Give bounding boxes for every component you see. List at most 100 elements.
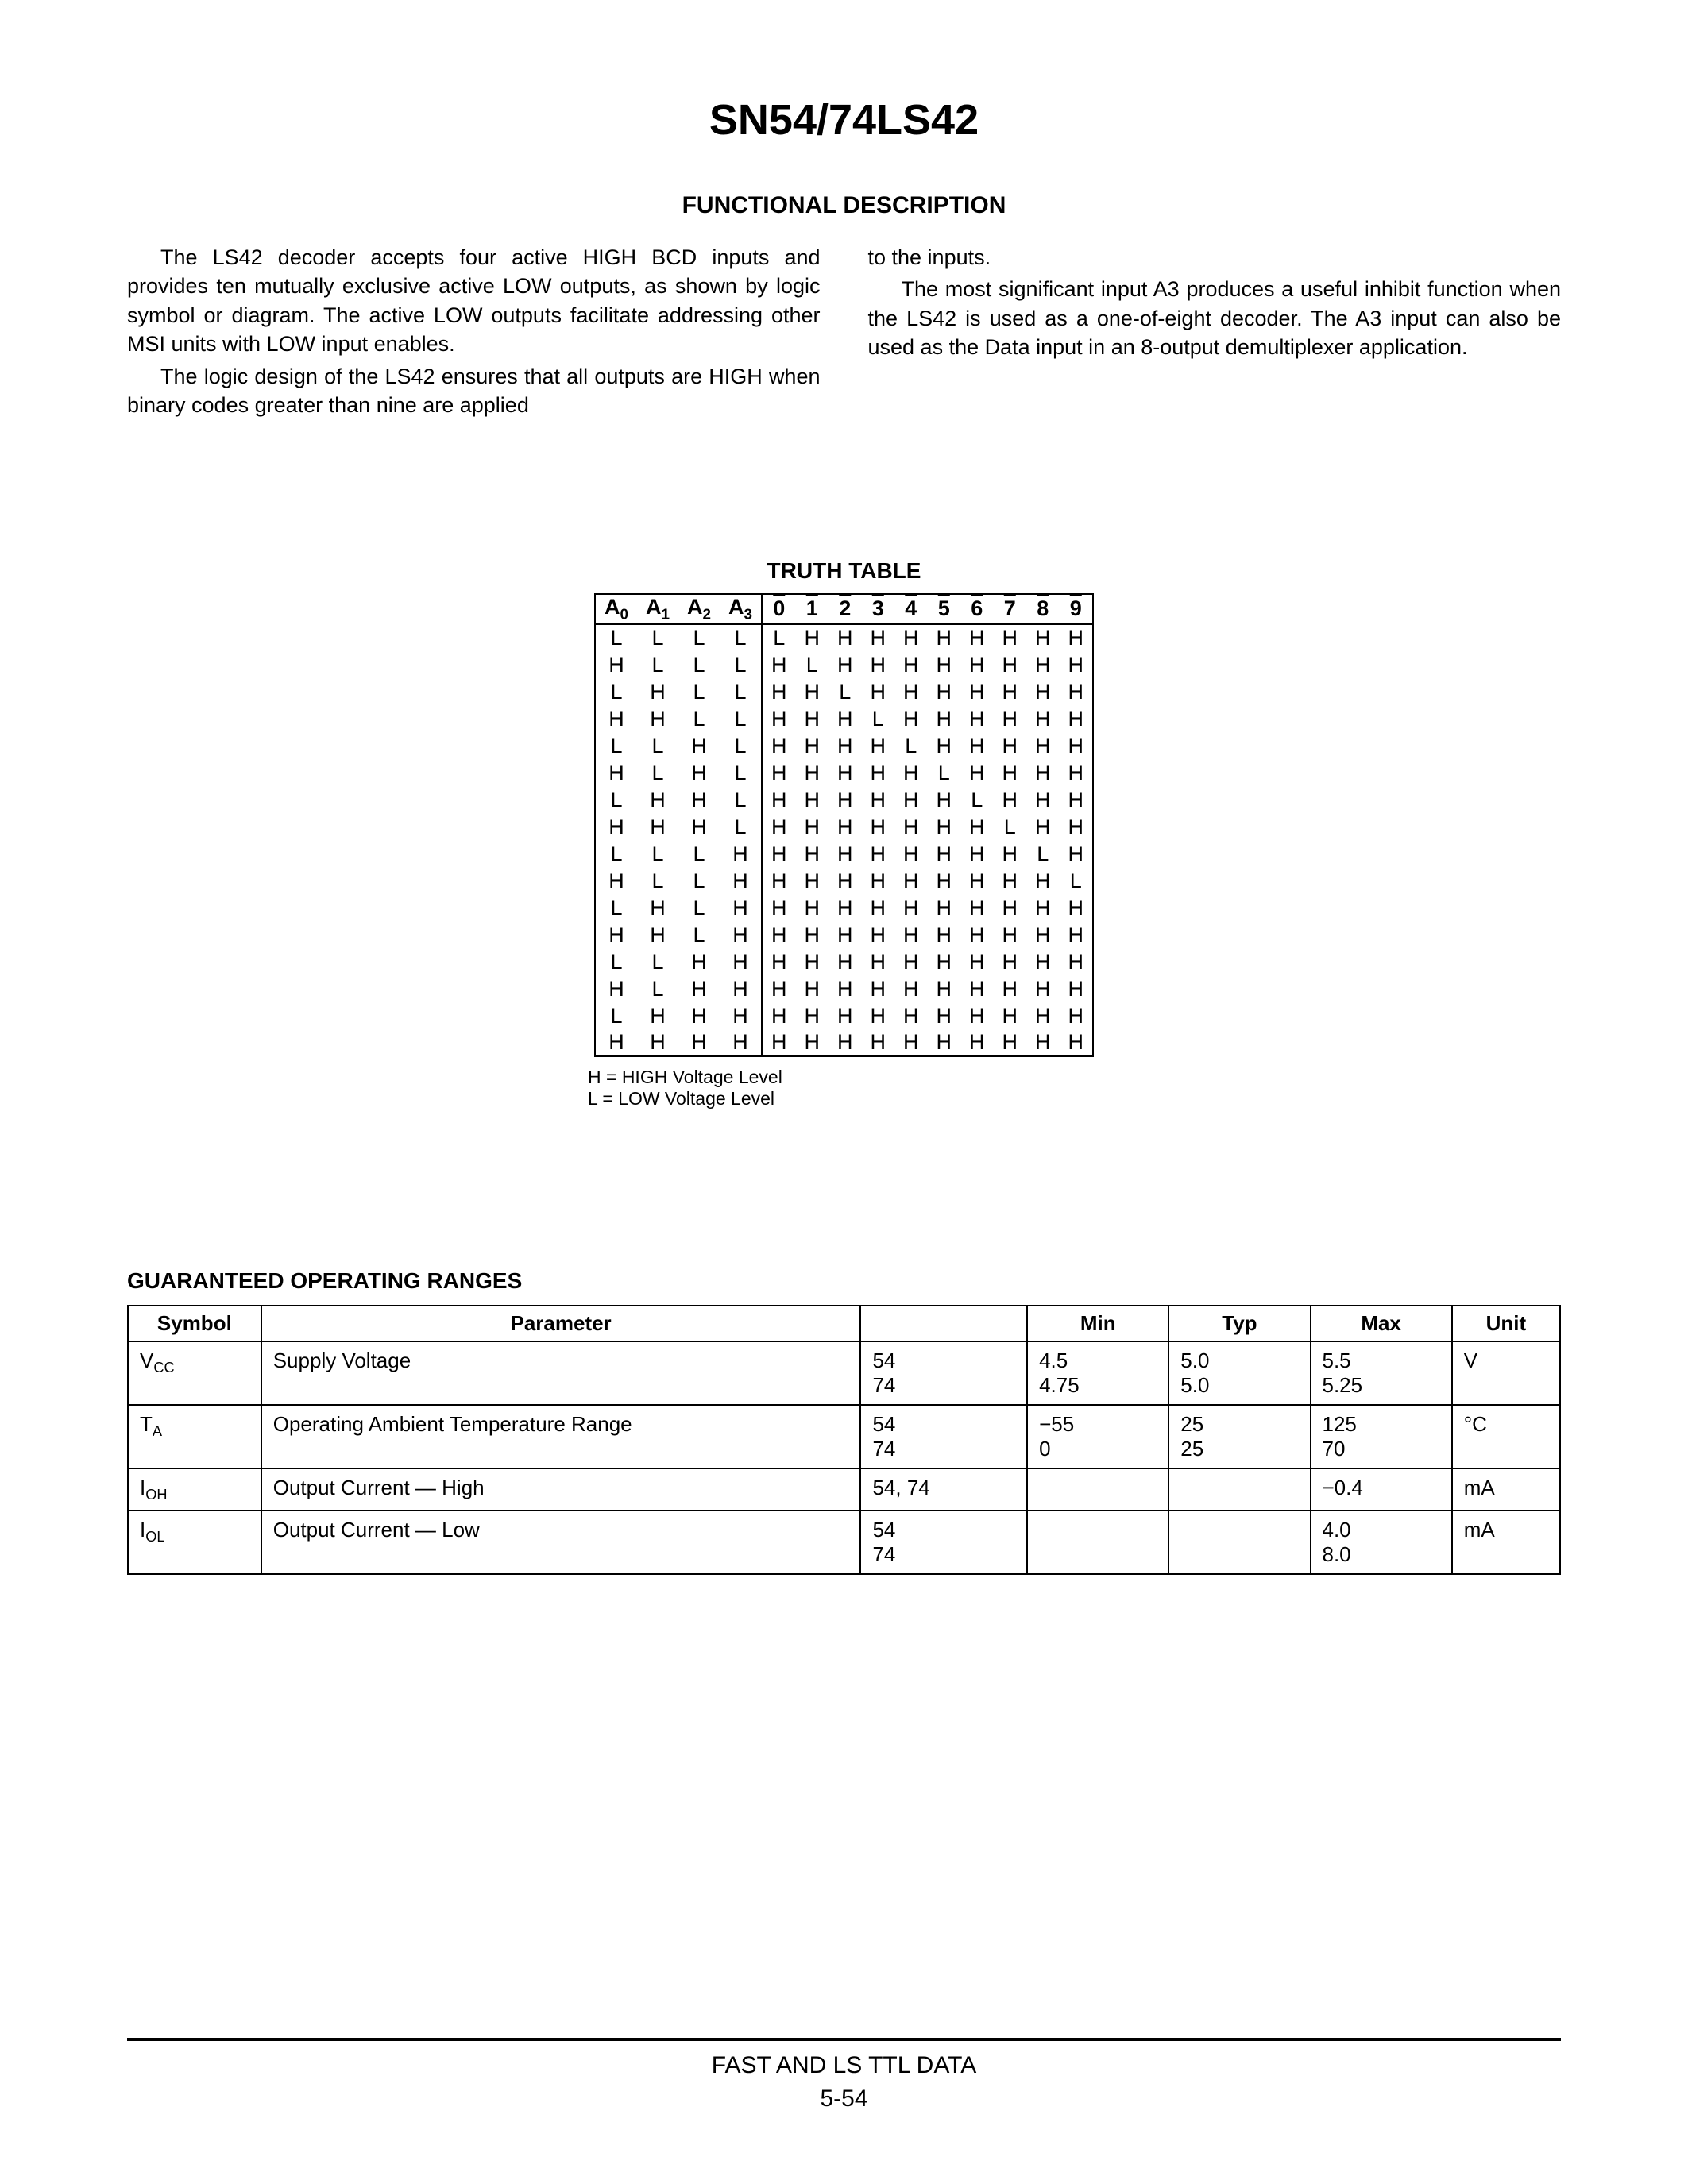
truth-cell: H [829, 651, 862, 678]
truth-cell: L [637, 732, 678, 759]
truth-cell: H [928, 1029, 961, 1056]
truth-cell: H [1060, 813, 1094, 840]
truth-cell: H [862, 921, 895, 948]
legend-line: H = HIGH Voltage Level [588, 1067, 1561, 1088]
truth-cell: L [862, 705, 895, 732]
truth-cell: L [720, 732, 762, 759]
truth-cell: H [1060, 732, 1094, 759]
truth-cell: H [928, 705, 961, 732]
truth-cell: H [994, 678, 1027, 705]
truth-cell: L [678, 894, 720, 921]
truth-cell: H [720, 840, 762, 867]
footer-line-1: FAST AND LS TTL DATA [0, 2052, 1688, 2079]
ranges-max: 12570 [1311, 1405, 1452, 1468]
truth-cell: H [928, 786, 961, 813]
truth-cell: H [894, 1002, 928, 1029]
truth-cell: L [678, 921, 720, 948]
truth-row: HHHHHHHHHHHHHH [595, 1029, 1093, 1056]
truth-cell: H [928, 975, 961, 1002]
description-paragraph: to the inputs. [868, 243, 1562, 272]
truth-cell: H [637, 813, 678, 840]
ranges-parameter: Output Current — High [261, 1468, 861, 1511]
truth-cell: H [994, 705, 1027, 732]
truth-cell: L [829, 678, 862, 705]
ranges-parameter: Operating Ambient Temperature Range [261, 1405, 861, 1468]
ranges-min [1027, 1468, 1168, 1511]
truth-cell: H [829, 624, 862, 651]
ranges-header: Symbol [128, 1306, 261, 1341]
truth-cell: H [1060, 894, 1094, 921]
ranges-symbol: IOL [128, 1511, 261, 1574]
truth-cell: H [762, 1002, 796, 1029]
truth-cell: H [762, 894, 796, 921]
truth-cell: H [720, 867, 762, 894]
truth-cell: H [994, 1002, 1027, 1029]
legend-line: L = LOW Voltage Level [588, 1088, 1561, 1109]
truth-header-output: 2 [829, 594, 862, 624]
truth-cell: H [595, 705, 637, 732]
ranges-row: IOHOutput Current — High54, 74−0.4mA [128, 1468, 1560, 1511]
truth-cell: H [994, 732, 1027, 759]
truth-cell: H [762, 948, 796, 975]
truth-table: A0A1A2A30123456789LLLLLHHHHHHHHHHLLLHLHH… [594, 593, 1094, 1057]
ranges-max: 5.55.25 [1311, 1341, 1452, 1405]
ranges-header: Typ [1168, 1306, 1310, 1341]
truth-cell: H [960, 975, 994, 1002]
truth-cell: H [637, 1029, 678, 1056]
truth-cell: H [829, 1002, 862, 1029]
truth-row: LLLHHHHHHHHHLH [595, 840, 1093, 867]
truth-cell: H [1026, 894, 1060, 921]
truth-cell: H [894, 975, 928, 1002]
datasheet-page: SN54/74LS42 FUNCTIONAL DESCRIPTION The L… [0, 0, 1688, 2184]
ranges-header: Min [1027, 1306, 1168, 1341]
ranges-unit: mA [1452, 1468, 1560, 1511]
truth-cell: L [637, 759, 678, 786]
truth-cell: H [762, 840, 796, 867]
truth-cell: H [862, 786, 895, 813]
truth-cell: H [994, 921, 1027, 948]
truth-cell: L [678, 705, 720, 732]
page-footer: FAST AND LS TTL DATA 5-54 [0, 2052, 1688, 2113]
footer-rule [127, 2038, 1561, 2041]
truth-cell: H [595, 651, 637, 678]
truth-cell: H [994, 840, 1027, 867]
truth-cell: H [928, 840, 961, 867]
ranges-unit: °C [1452, 1405, 1560, 1468]
ranges-condition: 5474 [860, 1511, 1027, 1574]
truth-cell: H [762, 975, 796, 1002]
truth-cell: H [595, 867, 637, 894]
operating-ranges-section: GUARANTEED OPERATING RANGES SymbolParame… [127, 1268, 1561, 1575]
truth-header-output: 4 [894, 594, 928, 624]
truth-cell: H [678, 1029, 720, 1056]
description-paragraph: The logic design of the LS42 ensures tha… [127, 362, 821, 420]
truth-header-output: 0 [762, 594, 796, 624]
truth-cell: H [894, 948, 928, 975]
ranges-header [860, 1306, 1027, 1341]
truth-cell: H [829, 975, 862, 1002]
truth-cell: H [637, 786, 678, 813]
ranges-max: −0.4 [1311, 1468, 1452, 1511]
ranges-condition: 5474 [860, 1405, 1027, 1468]
truth-cell: H [960, 759, 994, 786]
truth-header-output: 7 [994, 594, 1027, 624]
truth-cell: H [678, 975, 720, 1002]
truth-cell: H [928, 732, 961, 759]
truth-cell: L [720, 624, 762, 651]
truth-cell: H [994, 894, 1027, 921]
ranges-typ: 2525 [1168, 1405, 1310, 1468]
truth-cell: H [829, 732, 862, 759]
truth-cell: H [1026, 624, 1060, 651]
truth-cell: H [829, 840, 862, 867]
truth-cell: H [994, 948, 1027, 975]
truth-cell: L [720, 678, 762, 705]
truth-cell: H [829, 813, 862, 840]
truth-cell: L [678, 678, 720, 705]
truth-cell: H [1060, 786, 1094, 813]
description-paragraph: The LS42 decoder accepts four active HIG… [127, 243, 821, 359]
truth-cell: L [960, 786, 994, 813]
truth-cell: H [796, 840, 829, 867]
truth-cell: H [1060, 948, 1094, 975]
truth-cell: H [1026, 1029, 1060, 1056]
truth-cell: H [960, 894, 994, 921]
operating-ranges-table: SymbolParameterMinTypMaxUnitVCCSupply Vo… [127, 1305, 1561, 1575]
